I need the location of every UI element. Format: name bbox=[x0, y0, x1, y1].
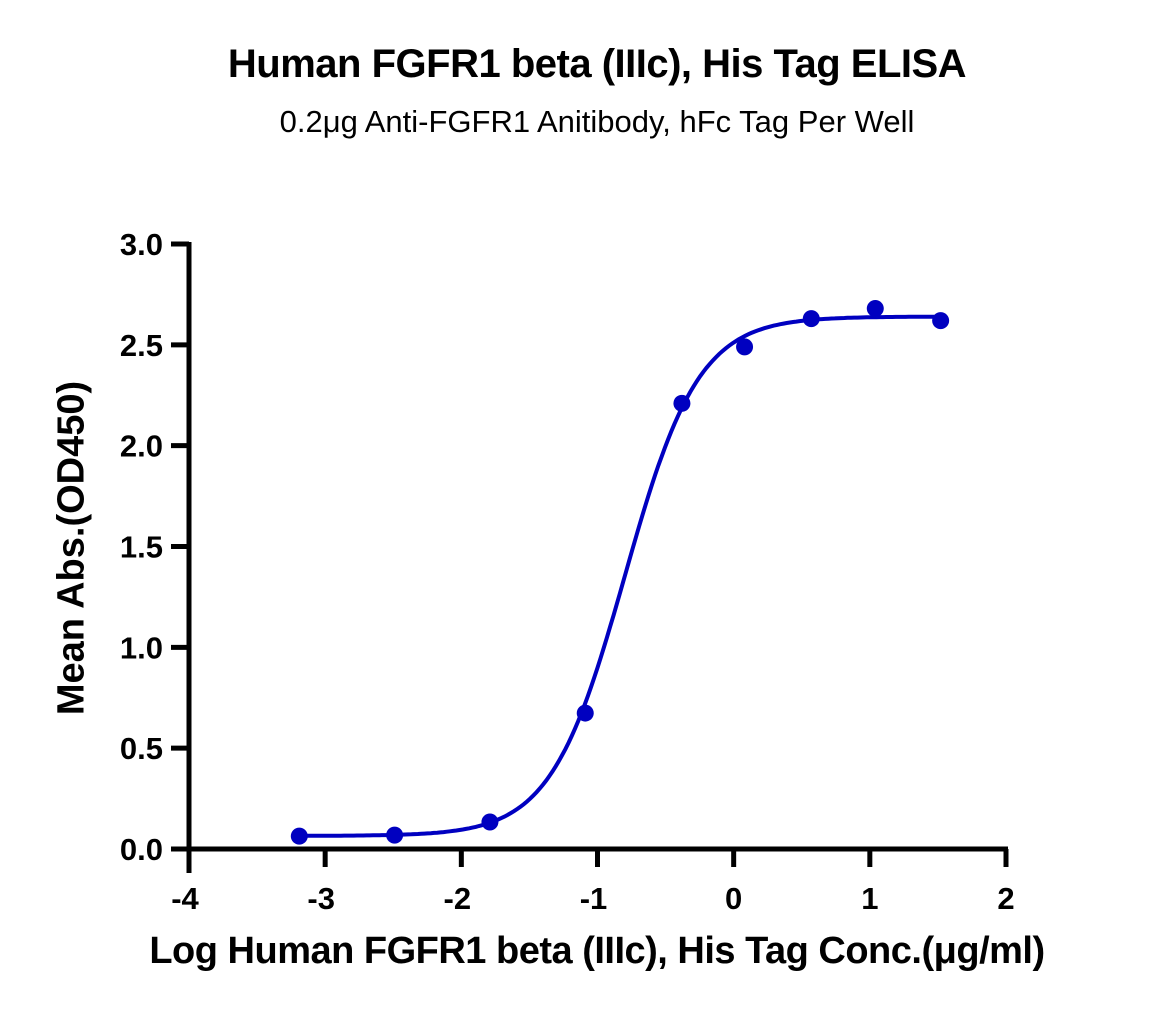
data-point bbox=[866, 300, 884, 318]
y-tick-label: 2.0 bbox=[120, 429, 163, 464]
axes: 0.0 0.5 1.0 1.5 2.0 2.5 3.0 -4 -3 -2 -1 0 1 2 bbox=[120, 227, 1015, 916]
x-tick-label: 0 bbox=[725, 881, 742, 916]
x-tick-label: 1 bbox=[861, 881, 878, 916]
y-tick-label: 1.0 bbox=[120, 630, 163, 665]
x-tick-label: -2 bbox=[444, 881, 472, 916]
data-point bbox=[576, 704, 594, 722]
data-point bbox=[481, 813, 499, 831]
chart-title: Human FGFR1 beta (IIIc), His Tag ELISA bbox=[227, 42, 967, 86]
data-point bbox=[386, 826, 404, 844]
y-tick-label: 3.0 bbox=[120, 227, 163, 262]
data-point bbox=[673, 394, 691, 412]
data-point bbox=[290, 827, 308, 845]
fit-curve bbox=[299, 314, 941, 838]
data-points bbox=[290, 300, 950, 845]
y-tick-label: 2.5 bbox=[120, 328, 163, 363]
data-point bbox=[932, 312, 950, 330]
x-tick-label: -1 bbox=[580, 881, 608, 916]
fit-curve-path bbox=[299, 314, 941, 838]
y-tick-label: 1.5 bbox=[120, 530, 163, 565]
x-tick-label: 2 bbox=[997, 881, 1014, 916]
data-point bbox=[802, 310, 820, 328]
x-tick-label: -3 bbox=[307, 881, 335, 916]
x-tick-label: -4 bbox=[171, 881, 199, 916]
y-tick-label: 0.5 bbox=[120, 731, 163, 766]
chart-subtitle: 0.2μg Anti-FGFR1 Anitibody, hFc Tag Per … bbox=[279, 104, 915, 139]
x-axis-label: Log Human FGFR1 beta (IIIc), His Tag Con… bbox=[149, 930, 1045, 972]
data-point bbox=[736, 338, 754, 356]
y-tick-label: 0.0 bbox=[120, 832, 163, 867]
